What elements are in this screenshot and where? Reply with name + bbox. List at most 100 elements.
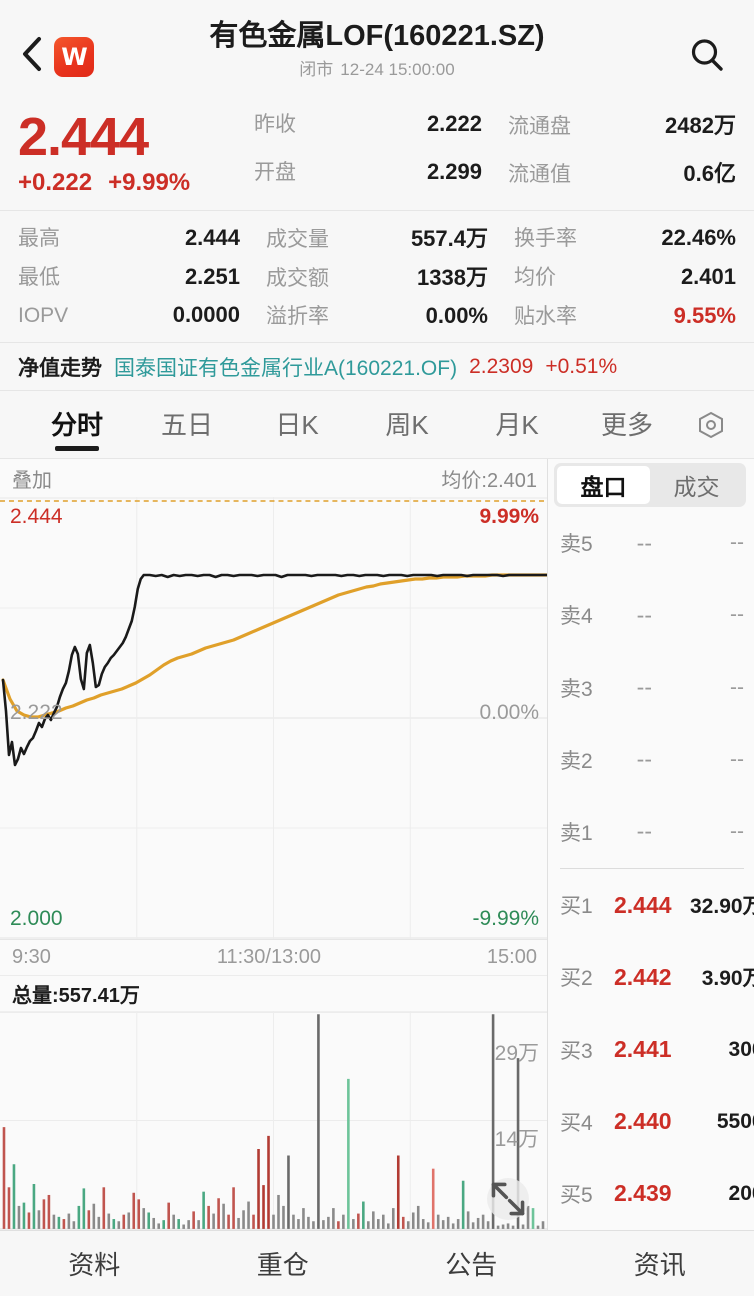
stat-key: 成交量 [266, 227, 329, 251]
intraday-price-chart[interactable]: 2.444 9.99% 2.222 0.00% 2.000 -9.99% [0, 497, 547, 939]
quote-kv-value: 0.6亿 [683, 161, 736, 186]
stat-cell: 贴水率 9.55% [514, 300, 736, 330]
stat-key: 换手率 [514, 226, 577, 250]
orderbook-price: -- [636, 818, 652, 845]
quote-key-values: 昨收 2.222 开盘 2.299 流通盘 2482万 流通值 0.6亿 [254, 108, 736, 204]
orderbook-row-sell[interactable]: 卖5 -- -- [548, 507, 754, 579]
chart-period-tabs: 分时 五日 日K 周K 月K 更多 [0, 390, 754, 458]
orderbook-level-label: 卖4 [560, 605, 593, 629]
orderbook-row-buy[interactable]: 买5 2.439 200 [548, 1158, 754, 1230]
chart-time-axis: 9:30 11:30/13:00 15:00 [0, 939, 547, 975]
orderbook-row-buy[interactable]: 买4 2.440 5500 [548, 1086, 754, 1158]
orderbook-row-buy[interactable]: 买1 2.444 32.90万 [548, 869, 754, 941]
time-axis-mid: 11:30/13:00 [216, 946, 322, 968]
tab-weekk[interactable]: 周K [352, 391, 462, 459]
quote-kv-key: 流通盘 [508, 115, 571, 138]
tab-dayk[interactable]: 日K [242, 391, 352, 459]
net-value-row[interactable]: 净值走势 国泰国证有色金属行业A(160221.OF) 2.2309 +0.51… [0, 342, 754, 390]
bottom-nav-item-zhongcang[interactable]: 重仓 [189, 1245, 378, 1282]
quote-kv-row: 昨收 2.222 [254, 108, 482, 156]
overlay-button[interactable]: 叠加 [12, 469, 52, 492]
market-timestamp: 12-24 15:00:00 [340, 60, 455, 79]
volume-total-label: 总量:557.41万 [0, 975, 547, 1011]
stat-value: 2.401 [680, 263, 736, 289]
tab-wuri[interactable]: 五日 [132, 391, 242, 459]
stat-cell: 溢折率 0.00% [266, 300, 488, 330]
orderbook-qty: 300 [728, 1037, 754, 1061]
tab-label: 月K [495, 409, 539, 440]
tab-label: 分时 [50, 409, 103, 440]
volume-chart[interactable]: 29万 14万 [0, 1011, 547, 1230]
quote-kv-key: 昨收 [254, 113, 296, 136]
orderbook-price: 2.444 [614, 891, 672, 918]
bottom-nav-item-gonggao[interactable]: 公告 [377, 1245, 566, 1282]
orderbook-price: 2.440 [614, 1108, 672, 1135]
orderbook-price: 2.441 [614, 1036, 672, 1063]
quote-kv-row: 开盘 2.299 [254, 156, 482, 204]
stat-key: 最高 [18, 226, 60, 250]
stat-value: 22.46% [661, 224, 736, 250]
orderbook-qty: -- [730, 675, 744, 699]
chart-and-orderbook: 叠加 均价:2.401 [0, 458, 754, 1230]
back-button[interactable] [14, 32, 50, 76]
time-axis-start: 9:30 [12, 946, 51, 968]
app-header: W 有色金属LOF(160221.SZ) 闭市 12-24 15:00:00 [0, 0, 754, 104]
tab-more[interactable]: 更多 [572, 391, 682, 459]
stat-key: 均价 [514, 265, 556, 289]
orderbook-qty: -- [730, 531, 744, 555]
quote-summary: 2.444 +0.222 +9.99% 昨收 2.222 开盘 2.299 流通… [0, 104, 754, 210]
bottom-nav-item-ziliao[interactable]: 资料 [0, 1245, 189, 1282]
stat-cell: 成交额 1338万 [266, 260, 488, 292]
stat-key: 成交额 [266, 266, 329, 290]
stat-value: 557.4万 [410, 225, 488, 251]
expand-arrows-icon [491, 1182, 525, 1216]
orderbook-level-label: 买4 [560, 1111, 593, 1135]
bottom-nav-item-zixun[interactable]: 资讯 [566, 1245, 754, 1282]
stat-value: 0.0000 [172, 301, 240, 327]
search-button[interactable] [682, 30, 732, 80]
stat-cell: 成交量 557.4万 [266, 221, 488, 253]
bottom-nav-label: 资料 [68, 1250, 121, 1280]
volume-chart-svg [0, 1011, 547, 1230]
tab-fenshi[interactable]: 分时 [22, 391, 132, 459]
quote-kv-col-1: 昨收 2.222 开盘 2.299 [254, 108, 482, 204]
price-change: +0.222 [18, 169, 93, 196]
gear-hexagon-icon [699, 411, 723, 438]
market-status-line: 闭市 12-24 15:00:00 [0, 59, 754, 81]
orderbook-row-buy[interactable]: 买3 2.441 300 [548, 1013, 754, 1085]
quote-kv-value: 2482万 [665, 113, 736, 138]
orderbook-qty: 3.90万 [701, 967, 754, 991]
stats-row: 最高 2.444 成交量 557.4万 换手率 22.46% [18, 217, 736, 256]
chart-settings-button[interactable] [682, 410, 740, 440]
orderbook-row-sell[interactable]: 卖1 -- -- [548, 796, 754, 868]
orderbook-price: -- [636, 529, 652, 556]
orderbook-tab-pankou[interactable]: 盘口 [557, 466, 650, 504]
app-logo[interactable]: W [54, 37, 94, 77]
orderbook-price: 2.442 [614, 963, 672, 990]
expand-chart-button[interactable] [487, 1178, 529, 1220]
tab-label: 周K [385, 409, 429, 440]
orderbook-row-buy[interactable]: 买2 2.442 3.90万 [548, 941, 754, 1013]
avg-price-label: 均价:2.401 [441, 469, 537, 492]
chevron-left-icon [23, 37, 41, 71]
tab-monthk[interactable]: 月K [462, 391, 572, 459]
fund-link[interactable]: 国泰国证有色金属行业A(160221.OF) [114, 356, 458, 380]
quote-kv-col-2: 流通盘 2482万 流通值 0.6亿 [508, 108, 736, 204]
orderbook-level-label: 买5 [560, 1183, 593, 1207]
orderbook-row-sell[interactable]: 卖4 -- -- [548, 579, 754, 651]
volume-bars [2, 1014, 545, 1229]
bottom-nav: 资料 重仓 公告 资讯 [0, 1230, 754, 1296]
stat-value: 2.444 [184, 224, 240, 250]
quote-kv-value: 2.222 [426, 111, 482, 136]
orderbook-tab-label: 成交 [673, 474, 720, 500]
quote-kv-row: 流通值 0.6亿 [508, 156, 736, 204]
orderbook-tab-chengjiao[interactable]: 成交 [650, 466, 743, 504]
orderbook-divider [560, 868, 744, 870]
orderbook-row-sell[interactable]: 卖2 -- -- [548, 724, 754, 796]
orderbook-price: -- [636, 674, 652, 700]
orderbook-row-sell[interactable]: 卖3 -- -- [548, 651, 754, 723]
price-chart-svg [0, 497, 547, 939]
stat-key: 贴水率 [514, 304, 577, 328]
price-change-pct: +9.99% [108, 169, 191, 196]
